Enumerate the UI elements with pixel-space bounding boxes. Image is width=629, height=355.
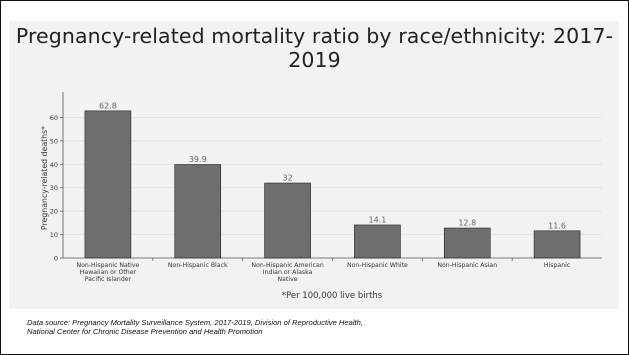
x-axis-footnote: *Per 100,000 live births	[282, 291, 383, 301]
x-tick-label: Hawaiian or Other	[80, 269, 137, 276]
bar	[84, 110, 132, 259]
y-tick-label: 10	[50, 231, 58, 239]
bar	[354, 224, 401, 259]
bar-value-label: 14.1	[369, 215, 387, 224]
bar-value-label: 39.9	[189, 155, 207, 164]
x-tick-label: Non-Hispanic Asian	[437, 262, 497, 269]
bar	[443, 227, 491, 259]
y-tick-label: 50	[50, 137, 58, 145]
bar-value-label: 62.8	[99, 101, 117, 110]
y-axis-label: Pregnancy-related deaths*	[40, 126, 49, 230]
data-source-line-1: Data source: Pregnancy Mortality Surveil…	[27, 318, 363, 327]
bar	[533, 230, 581, 259]
bar-value-label: 11.6	[548, 221, 566, 230]
y-tick-label: 20	[50, 208, 58, 216]
x-tick-label: Pacific Islander	[85, 276, 132, 283]
bar	[174, 164, 222, 259]
bar-value-label: 12.8	[458, 219, 476, 228]
x-tick-label: Non-Hispanic Native	[76, 262, 139, 269]
x-tick-label: Indian or Alaska	[263, 269, 313, 276]
data-source-line-2: National Center for Chronic Disease Prev…	[27, 327, 263, 336]
x-tick-label: Non-Hispanic White	[347, 262, 408, 269]
chart-title: Pregnancy-related mortality ratio by rac…	[15, 24, 614, 72]
x-tick-label: Native	[278, 276, 298, 283]
y-tick-label: 0	[54, 255, 58, 263]
data-source-note: Data source: Pregnancy Mortality Surveil…	[27, 318, 363, 336]
bar-value-label: 32	[282, 174, 292, 183]
x-tick-label: Hispanic	[544, 262, 571, 269]
y-tick-label: 40	[50, 161, 58, 169]
y-tick-label: 30	[50, 184, 58, 192]
x-tick-label: Non-Hispanic Black	[168, 262, 228, 269]
y-tick-label: 60	[50, 114, 58, 122]
bar	[264, 182, 311, 259]
x-tick-label: Non-Hispanic American	[251, 262, 323, 269]
